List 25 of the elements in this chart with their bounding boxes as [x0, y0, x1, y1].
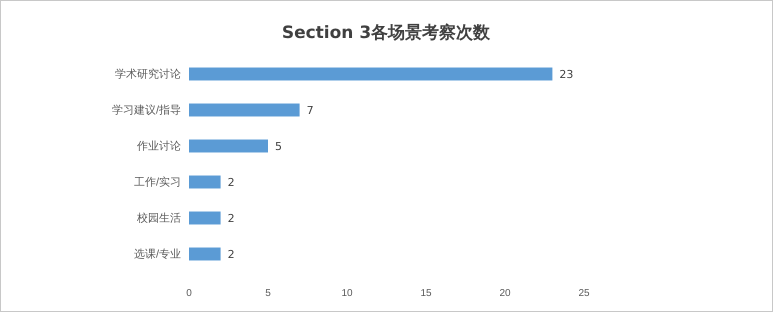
bar	[189, 176, 221, 188]
bar	[189, 248, 221, 260]
y-tick-label: 校园生活	[136, 212, 181, 225]
chart-title: Section 3各场景考察次数	[282, 23, 492, 43]
x-tick-label: 25	[578, 288, 590, 300]
x-tick-label: 0	[186, 288, 192, 300]
data-label: 2	[228, 212, 235, 225]
data-label: 23	[559, 68, 574, 81]
data-label: 7	[306, 104, 314, 117]
y-tick-label: 选课/专业	[134, 248, 181, 261]
x-tick-label: 15	[420, 288, 432, 300]
y-tick-label: 工作/实习	[134, 176, 181, 189]
y-tick-label: 作业讨论	[136, 140, 181, 153]
data-label: 5	[275, 140, 282, 153]
y-tick-label: 学术研究讨论	[115, 68, 181, 81]
x-tick-label: 20	[499, 288, 511, 300]
x-tick-label: 5	[265, 288, 272, 300]
bar	[189, 140, 268, 152]
bar	[189, 104, 300, 116]
x-tick-label: 10	[341, 288, 353, 300]
data-label: 2	[228, 248, 235, 261]
y-tick-label: 学习建议/指导	[112, 104, 181, 117]
bar	[189, 68, 552, 80]
data-label: 2	[228, 176, 235, 189]
bar	[189, 212, 221, 224]
